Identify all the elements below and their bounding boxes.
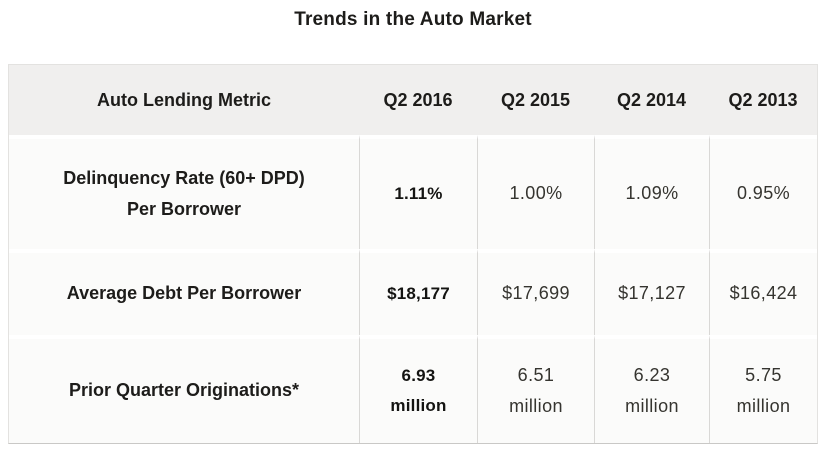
value-cell: $16,424	[709, 249, 817, 335]
header-cell-q2-2013: Q2 2013	[709, 65, 817, 135]
value-cell: 1.00%	[477, 135, 594, 249]
value-cell: 0.95%	[709, 135, 817, 249]
table-row-prior-quarter-originations: Prior Quarter Originations* 6.93 million…	[9, 335, 817, 443]
value-cell: 1.09%	[594, 135, 709, 249]
header-cell-q2-2014: Q2 2014	[594, 65, 709, 135]
value-cell: 6.51 million	[477, 335, 594, 443]
value-cell: 5.75 million	[709, 335, 817, 443]
value-cell: $18,177	[359, 249, 477, 335]
metric-cell: Average Debt Per Borrower	[9, 249, 359, 335]
value-cell: 1.11%	[359, 135, 477, 249]
auto-market-table: Auto Lending Metric Q2 2016 Q2 2015 Q2 2…	[8, 64, 818, 444]
header-cell-q2-2015: Q2 2015	[477, 65, 594, 135]
value-cell: $17,127	[594, 249, 709, 335]
metric-cell: Delinquency Rate (60+ DPD) Per Borrower	[9, 135, 359, 249]
table-header-row: Auto Lending Metric Q2 2016 Q2 2015 Q2 2…	[9, 65, 817, 135]
value-cell: $17,699	[477, 249, 594, 335]
value-cell: 6.93 million	[359, 335, 477, 443]
table-row-delinquency-rate: Delinquency Rate (60+ DPD) Per Borrower …	[9, 135, 817, 249]
header-cell-q2-2016: Q2 2016	[359, 65, 477, 135]
header-cell-metric: Auto Lending Metric	[9, 65, 359, 135]
table-row-average-debt: Average Debt Per Borrower $18,177 $17,69…	[9, 249, 817, 335]
metric-cell: Prior Quarter Originations*	[9, 335, 359, 443]
page-title: Trends in the Auto Market	[294, 9, 532, 30]
value-cell: 6.23 million	[594, 335, 709, 443]
